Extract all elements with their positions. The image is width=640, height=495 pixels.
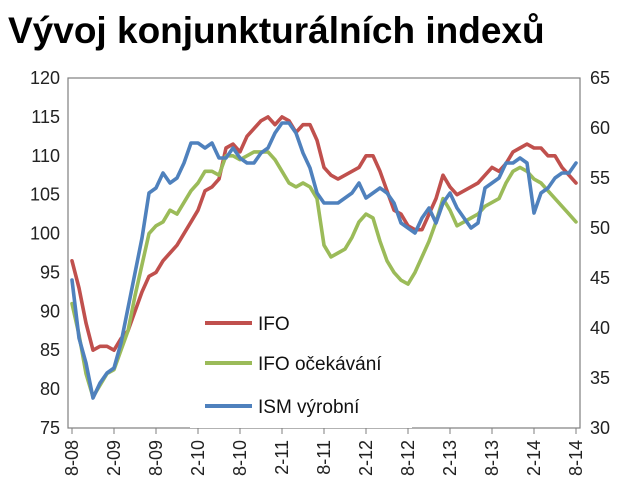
y-left-tick-label: 115 (31, 107, 60, 127)
x-tick-label: 8-12 (398, 440, 418, 476)
legend-label-ifo-ocekavani: IFO očekávání (258, 354, 382, 375)
legend: IFO IFO očekávání ISM výrobní (190, 300, 412, 428)
x-tick-label: 8-08 (62, 440, 82, 476)
x-tick-label: 2-13 (440, 440, 460, 476)
y-right-tick-label: 60 (590, 118, 610, 138)
y-right-tick-label: 50 (590, 218, 610, 238)
x-tick-label: 8-10 (230, 440, 250, 476)
y-right-tick-label: 30 (590, 418, 610, 438)
series-lines (70, 115, 578, 400)
x-tick-label: 8-13 (482, 440, 502, 476)
x-tick-label: 8-09 (146, 440, 166, 476)
y-right-tick-label: 65 (590, 68, 610, 88)
legend-label-ifo: IFO (258, 314, 290, 335)
x-tick-label: 2-11 (272, 440, 292, 475)
x-axis: 8-08 2-09 8-09 2-10 8-10 2-11 8-11 2-12 8-12 2-13… (62, 428, 586, 476)
x-tick-label: 2-12 (356, 440, 376, 476)
chart-title: Vývoj konjunkturálních indexů (8, 10, 545, 51)
y-right-tick-label: 45 (590, 268, 610, 288)
series-line-ism-vyrobni (70, 121, 578, 400)
x-tick-label: 2-10 (188, 440, 208, 476)
y-right-tick-label: 35 (590, 368, 610, 388)
x-tick-label: 2-09 (104, 440, 124, 476)
y-left-tick-label: 100 (30, 224, 60, 244)
series-line-ifo-ocekavani (70, 150, 578, 399)
y-right-tick-label: 55 (590, 168, 610, 188)
y-left-tick-label: 120 (30, 68, 60, 88)
x-tick-label: 2-14 (524, 440, 544, 476)
legend-label-ism-vyrobni: ISM výrobní (258, 397, 360, 418)
y-axis-left: 75 80 85 90 95 100 105 110 115 120 (30, 68, 60, 438)
y-left-tick-label: 95 (40, 262, 60, 282)
y-axis-right: 30 35 40 45 50 55 60 65 (590, 68, 610, 438)
series-line-ifo (70, 115, 578, 353)
y-left-tick-label: 80 (40, 379, 60, 399)
x-tick-label: 8-11 (314, 440, 334, 475)
y-left-tick-label: 85 (40, 340, 60, 360)
y-left-tick-label: 75 (40, 418, 60, 438)
x-tick-label: 8-14 (566, 440, 586, 476)
y-right-tick-label: 40 (590, 318, 610, 338)
y-left-tick-label: 90 (40, 301, 60, 321)
y-left-tick-label: 105 (30, 185, 60, 205)
y-left-tick-label: 110 (31, 146, 60, 166)
